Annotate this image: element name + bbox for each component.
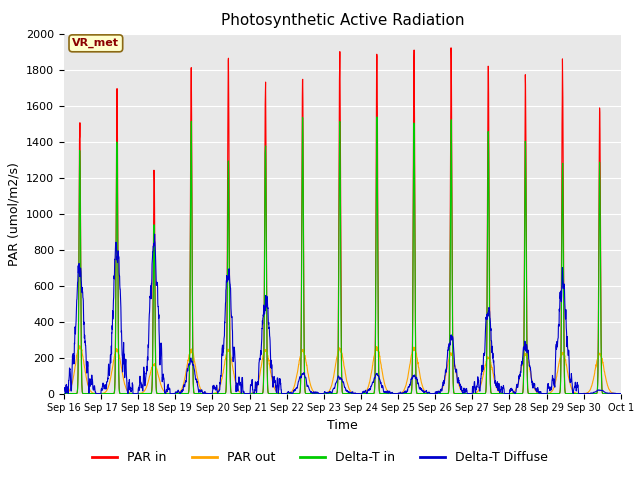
- Delta-T in: [373, 114, 381, 120]
- Delta-T in: [60, 391, 68, 396]
- Title: Photosynthetic Active Radiation: Photosynthetic Active Radiation: [221, 13, 464, 28]
- Delta-T Diffuse: [617, 391, 625, 396]
- Delta-T Diffuse: [113, 243, 120, 249]
- Delta-T Diffuse: [61, 391, 69, 396]
- Text: VR_met: VR_met: [72, 38, 119, 48]
- Delta-T in: [270, 391, 278, 396]
- Delta-T Diffuse: [271, 377, 278, 383]
- Delta-T Diffuse: [151, 231, 159, 237]
- PAR in: [616, 391, 624, 396]
- Delta-T in: [92, 391, 100, 396]
- Delta-T in: [616, 391, 624, 396]
- X-axis label: Time: Time: [327, 419, 358, 432]
- Legend: PAR in, PAR out, Delta-T in, Delta-T Diffuse: PAR in, PAR out, Delta-T in, Delta-T Dif…: [87, 446, 553, 469]
- Line: PAR out: PAR out: [64, 346, 621, 394]
- Delta-T Diffuse: [616, 391, 624, 396]
- PAR in: [447, 45, 455, 51]
- Delta-T in: [133, 391, 141, 396]
- PAR in: [270, 391, 278, 396]
- PAR out: [271, 385, 278, 391]
- PAR out: [617, 391, 625, 396]
- PAR in: [617, 391, 625, 396]
- PAR out: [589, 376, 597, 382]
- Delta-T Diffuse: [135, 388, 143, 394]
- Line: Delta-T Diffuse: Delta-T Diffuse: [64, 234, 621, 394]
- PAR in: [60, 391, 68, 396]
- Delta-T in: [617, 391, 625, 396]
- Line: Delta-T in: Delta-T in: [64, 117, 621, 394]
- PAR in: [133, 391, 141, 396]
- PAR out: [133, 391, 141, 396]
- PAR out: [113, 346, 120, 352]
- PAR out: [75, 343, 83, 348]
- Line: PAR in: PAR in: [64, 48, 621, 394]
- Delta-T in: [135, 391, 143, 396]
- Delta-T Diffuse: [589, 390, 597, 396]
- PAR in: [92, 391, 100, 396]
- PAR out: [616, 391, 624, 396]
- PAR in: [589, 391, 597, 396]
- Delta-T in: [113, 228, 120, 234]
- PAR out: [60, 391, 68, 396]
- Y-axis label: PAR (umol/m2/s): PAR (umol/m2/s): [8, 162, 20, 265]
- PAR in: [113, 197, 120, 203]
- PAR out: [136, 391, 143, 396]
- PAR out: [92, 391, 100, 396]
- Delta-T Diffuse: [60, 387, 68, 393]
- PAR in: [135, 391, 143, 396]
- Delta-T in: [589, 391, 597, 396]
- Delta-T Diffuse: [133, 391, 141, 396]
